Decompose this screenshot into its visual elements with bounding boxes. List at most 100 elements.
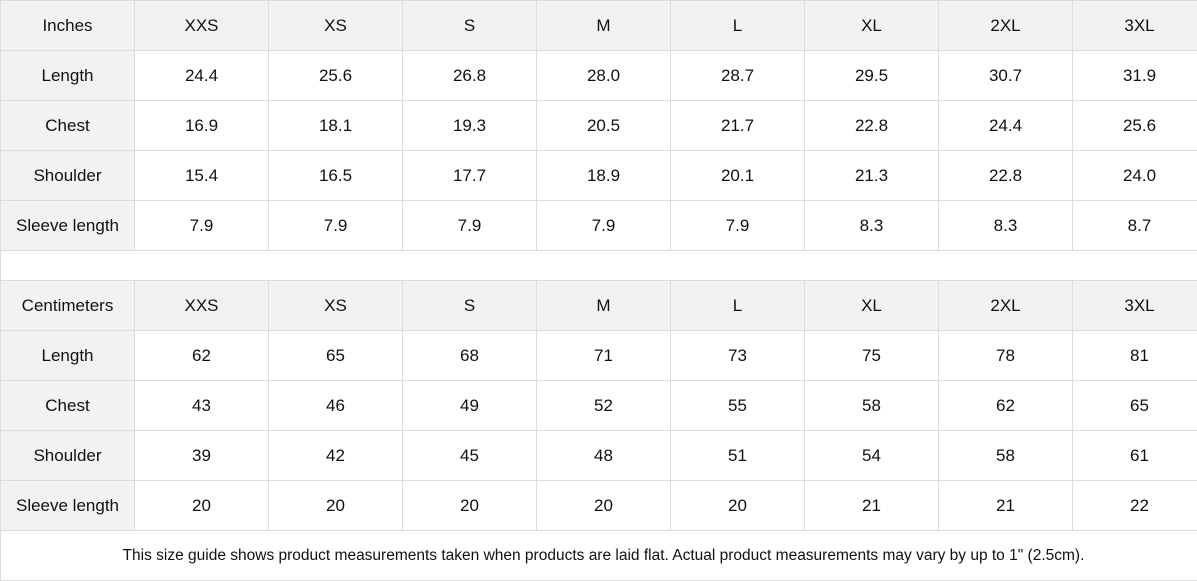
size-header: XS (269, 281, 403, 331)
measurement-label: Sleeve length (1, 201, 135, 251)
unit-label: Centimeters (1, 281, 135, 331)
size-header: L (671, 1, 805, 51)
measurement-value: 65 (269, 331, 403, 381)
measurement-value: 55 (671, 381, 805, 431)
measurement-value: 31.9 (1073, 51, 1197, 101)
measurement-label: Length (1, 331, 135, 381)
size-header: XXS (135, 1, 269, 51)
measurement-value: 20.1 (671, 151, 805, 201)
measurement-value: 21 (939, 481, 1073, 531)
footnote-row: This size guide shows product measuremen… (1, 531, 1197, 581)
measurement-value: 16.9 (135, 101, 269, 151)
measurement-value: 7.9 (671, 201, 805, 251)
measurement-value: 18.1 (269, 101, 403, 151)
measurement-value: 7.9 (269, 201, 403, 251)
measurement-value: 7.9 (135, 201, 269, 251)
measurement-value: 51 (671, 431, 805, 481)
measurement-label: Length (1, 51, 135, 101)
measurement-value: 16.5 (269, 151, 403, 201)
measurement-value: 20 (403, 481, 537, 531)
measurement-value: 20.5 (537, 101, 671, 151)
measurement-value: 22 (1073, 481, 1197, 531)
measurement-value: 21.3 (805, 151, 939, 201)
measurement-label: Sleeve length (1, 481, 135, 531)
measurement-value: 22.8 (939, 151, 1073, 201)
measurement-value: 26.8 (403, 51, 537, 101)
size-header: S (403, 1, 537, 51)
measurement-value: 8.3 (805, 201, 939, 251)
measurement-value: 46 (269, 381, 403, 431)
measurement-value: 43 (135, 381, 269, 431)
measurement-value: 58 (805, 381, 939, 431)
measurement-value: 8.3 (939, 201, 1073, 251)
size-header: S (403, 281, 537, 331)
spacer-row (1, 251, 1197, 281)
measurement-value: 20 (135, 481, 269, 531)
measurement-value: 45 (403, 431, 537, 481)
size-header: M (537, 281, 671, 331)
measurement-label: Shoulder (1, 431, 135, 481)
measurement-value: 20 (537, 481, 671, 531)
measurement-value: 75 (805, 331, 939, 381)
measurement-value: 68 (403, 331, 537, 381)
measurement-value: 20 (671, 481, 805, 531)
measurement-value: 58 (939, 431, 1073, 481)
measurement-value: 19.3 (403, 101, 537, 151)
measurement-value: 78 (939, 331, 1073, 381)
measurement-value: 21 (805, 481, 939, 531)
size-header: XS (269, 1, 403, 51)
measurement-value: 62 (135, 331, 269, 381)
size-header: XXS (135, 281, 269, 331)
size-header: XL (805, 1, 939, 51)
measurement-value: 21.7 (671, 101, 805, 151)
size-header: 2XL (939, 281, 1073, 331)
size-header: L (671, 281, 805, 331)
measurement-value: 7.9 (537, 201, 671, 251)
measurement-value: 8.7 (1073, 201, 1197, 251)
measurement-value: 52 (537, 381, 671, 431)
measurement-value: 18.9 (537, 151, 671, 201)
size-header: 2XL (939, 1, 1073, 51)
measurement-label: Shoulder (1, 151, 135, 201)
measurement-label: Chest (1, 101, 135, 151)
measurement-value: 28.7 (671, 51, 805, 101)
measurement-value: 49 (403, 381, 537, 431)
measurement-value: 24.4 (135, 51, 269, 101)
size-header: M (537, 1, 671, 51)
measurement-value: 15.4 (135, 151, 269, 201)
size-header: XL (805, 281, 939, 331)
measurement-value: 25.6 (269, 51, 403, 101)
size-header: 3XL (1073, 281, 1197, 331)
measurement-value: 61 (1073, 431, 1197, 481)
measurement-value: 62 (939, 381, 1073, 431)
measurement-value: 73 (671, 331, 805, 381)
measurement-value: 24.0 (1073, 151, 1197, 201)
measurement-value: 65 (1073, 381, 1197, 431)
size-header: 3XL (1073, 1, 1197, 51)
measurement-value: 28.0 (537, 51, 671, 101)
measurement-value: 71 (537, 331, 671, 381)
spacer (1, 251, 1197, 281)
measurement-value: 54 (805, 431, 939, 481)
measurement-value: 20 (269, 481, 403, 531)
measurement-value: 29.5 (805, 51, 939, 101)
measurement-value: 22.8 (805, 101, 939, 151)
measurement-value: 42 (269, 431, 403, 481)
measurement-value: 48 (537, 431, 671, 481)
measurement-value: 39 (135, 431, 269, 481)
measurement-label: Chest (1, 381, 135, 431)
measurement-value: 25.6 (1073, 101, 1197, 151)
measurement-value: 81 (1073, 331, 1197, 381)
measurement-value: 30.7 (939, 51, 1073, 101)
measurement-value: 7.9 (403, 201, 537, 251)
